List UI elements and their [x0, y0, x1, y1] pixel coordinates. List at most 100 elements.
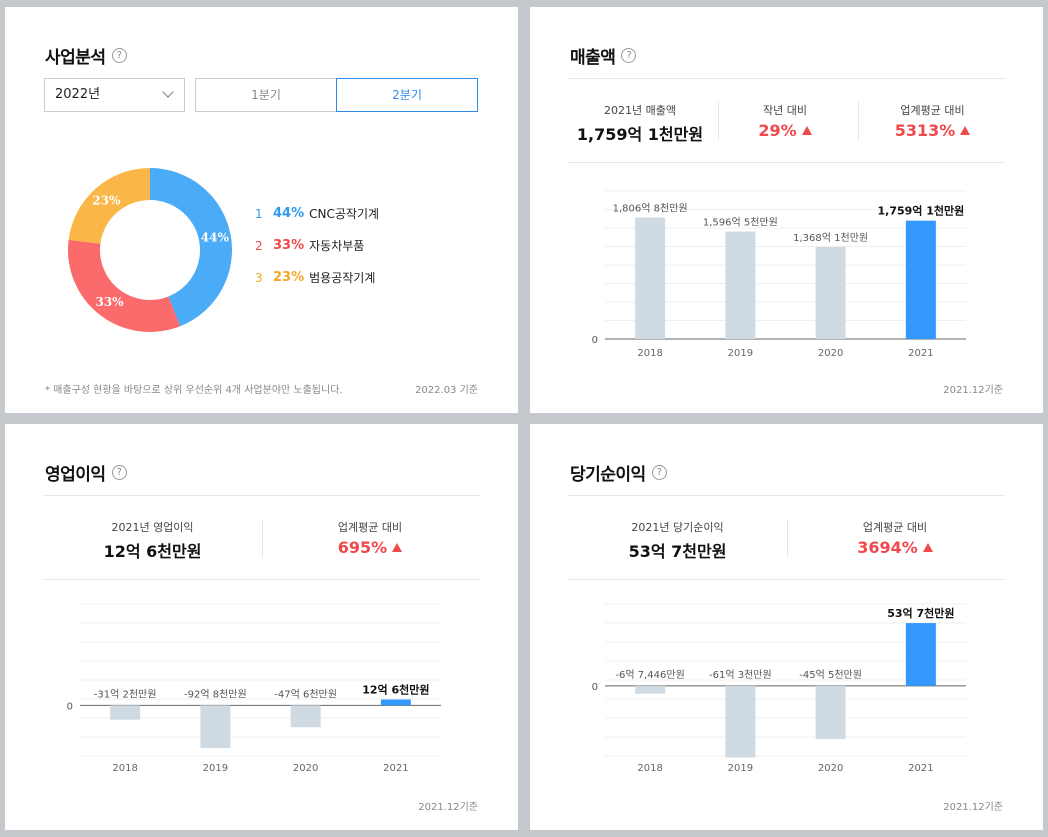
legend-index: 3 — [255, 270, 263, 285]
bar-2020[interactable] — [815, 246, 846, 339]
operating-summary-main: 2021년 영업이익 12억 6천만원 — [65, 519, 240, 562]
triangle-up-icon — [922, 543, 933, 552]
divider — [568, 579, 1005, 580]
sales-title-text: 매출액 — [570, 48, 616, 68]
help-icon[interactable]: ? — [111, 48, 127, 63]
divider — [262, 519, 263, 557]
bar-2019[interactable] — [725, 231, 756, 339]
net-income-card: 당기순이익 ? 2021년 당기순이익 53억 7천만원 업계평균 대비 369… — [530, 424, 1043, 830]
help-icon[interactable]: ? — [621, 48, 637, 63]
tab-q2[interactable]: 2분기 — [336, 78, 478, 112]
operating-title-text: 영업이익 — [45, 465, 106, 485]
bar-value-label: 1,368억 1천만원 — [793, 232, 868, 244]
legend-percent: 23% — [273, 270, 305, 285]
bar-value-label: -31억 2천만원 — [94, 688, 157, 700]
legend-name: 범용공작기계 — [309, 271, 376, 285]
divider — [787, 519, 788, 557]
x-tick-label: 2020 — [293, 763, 318, 774]
help-icon[interactable]: ? — [651, 465, 667, 480]
bar-value-label: -92억 8천만원 — [184, 688, 247, 700]
year-select-value: 2022년 — [55, 87, 101, 102]
donut-slice-2[interactable] — [68, 239, 181, 332]
chevron-down-icon — [162, 86, 174, 98]
x-tick-label: 2018 — [637, 348, 662, 359]
bar-2018[interactable] — [110, 705, 141, 720]
sales-summary-yoy: 작년 대비 29% — [725, 102, 845, 140]
summary-value: 1,759억 1천만원 — [576, 125, 704, 144]
donut-slice-3[interactable] — [68, 168, 150, 244]
operating-summary-industry: 업계평균 대비 695% — [285, 519, 455, 557]
summary-value: 695% — [285, 538, 455, 557]
legend-percent: 33% — [273, 238, 305, 253]
legend-item-3: 3 23% 범용공작기계 — [255, 269, 375, 286]
legend-percent: 44% — [273, 206, 305, 221]
net-title-text: 당기순이익 — [570, 465, 646, 485]
summary-label: 2021년 영업이익 — [111, 521, 194, 534]
net-summary-industry: 업계평균 대비 3694% — [810, 519, 980, 557]
y-tick-label: 0 — [67, 701, 73, 712]
divider — [858, 102, 859, 140]
bar-value-label: -45억 5천만원 — [799, 669, 862, 681]
sales-basis: 2021.12기준 — [943, 385, 1003, 396]
triangle-up-icon — [801, 126, 812, 135]
bar-2018[interactable] — [635, 217, 666, 339]
bar-value-label: 1,759억 1천만원 — [877, 204, 964, 218]
bar-2019[interactable] — [200, 705, 231, 749]
business-donut-chart: 44% 33% 23% — [68, 168, 232, 332]
legend-item-2: 2 33% 자동차부품 — [255, 237, 364, 254]
business-title: 사업분석 ? — [45, 43, 127, 68]
sales-card: 매출액 ? 2021년 매출액 1,759억 1천만원 작년 대비 29% 업계… — [530, 7, 1043, 413]
operating-bar-chart: 0 -31억 2천만원 2018 -92억 8천만원 2019 -47억 6천만원 2020… — [67, 603, 441, 774]
x-tick-label: 2019 — [728, 763, 753, 774]
business-basis: 2022.03 기준 — [415, 385, 478, 396]
bar-value-label: 53억 7천만원 — [887, 606, 954, 620]
divider — [568, 78, 1005, 79]
tab-q1[interactable]: 1분기 — [195, 78, 337, 112]
summary-label: 2021년 당기순이익 — [631, 521, 724, 534]
bar-value-label: -61억 3천만원 — [709, 669, 772, 681]
business-title-text: 사업분석 — [45, 48, 106, 68]
y-tick-label: 0 — [592, 335, 598, 346]
bar-value-label: 1,596억 5천만원 — [703, 217, 778, 229]
divider — [568, 495, 1005, 496]
x-tick-label: 2018 — [637, 763, 662, 774]
net-basis: 2021.12기준 — [943, 802, 1003, 813]
summary-label: 업계평균 대비 — [900, 104, 965, 117]
donut-slice-1[interactable] — [150, 168, 232, 327]
summary-value: 3694% — [810, 538, 980, 557]
net-bar-chart: 0 -6억 7,446만원 2018 -61억 3천만원 2019 -45억 5천만원 20… — [592, 603, 966, 774]
sales-bar-chart: 0 1,806억 8천만원 2018 1,596억 5천만원 2019 1,368억 1천… — [592, 190, 966, 359]
bar-2020[interactable] — [290, 705, 321, 728]
bar-2021[interactable] — [905, 220, 936, 339]
bar-value-label: 1,806억 8천만원 — [613, 202, 688, 214]
x-tick-label: 2018 — [112, 763, 137, 774]
triangle-up-icon — [392, 543, 403, 552]
bar-2019[interactable] — [725, 685, 756, 758]
summary-value: 29% — [725, 121, 845, 140]
operating-profit-card: 영업이익 ? 2021년 영업이익 12억 6천만원 업계평균 대비 695% … — [5, 424, 518, 830]
x-tick-label: 2021 — [908, 763, 933, 774]
triangle-up-icon — [960, 126, 971, 135]
summary-value: 5313% — [865, 121, 1000, 140]
legend-name: CNC공작기계 — [309, 207, 380, 221]
bar-2021[interactable] — [905, 623, 936, 686]
bar-2018[interactable] — [635, 685, 666, 694]
summary-value-text: 29% — [758, 121, 797, 140]
business-analysis-card: 사업분석 ? 2022년 1분기 2분기 44% 33% 23% 1 44% CNC… — [5, 7, 518, 413]
donut-slice-label: 23% — [92, 193, 121, 207]
bar-2021[interactable] — [380, 699, 411, 706]
summary-value-text: 695% — [337, 538, 388, 557]
legend-item-1: 1 44% CNC공작기계 — [255, 205, 379, 222]
help-icon[interactable]: ? — [111, 465, 127, 480]
bar-2020[interactable] — [815, 685, 846, 740]
summary-value-text: 3694% — [857, 538, 918, 557]
donut-slice-label: 33% — [95, 295, 124, 309]
year-select[interactable]: 2022년 — [44, 78, 185, 112]
sales-title: 매출액 ? — [570, 43, 637, 68]
x-tick-label: 2019 — [203, 763, 228, 774]
summary-value: 53억 7천만원 — [628, 542, 727, 561]
divider — [568, 162, 1005, 163]
net-summary-main: 2021년 당기순이익 53억 7천만원 — [590, 519, 765, 562]
summary-value: 12억 6천만원 — [103, 542, 202, 561]
legend-index: 1 — [255, 206, 263, 221]
